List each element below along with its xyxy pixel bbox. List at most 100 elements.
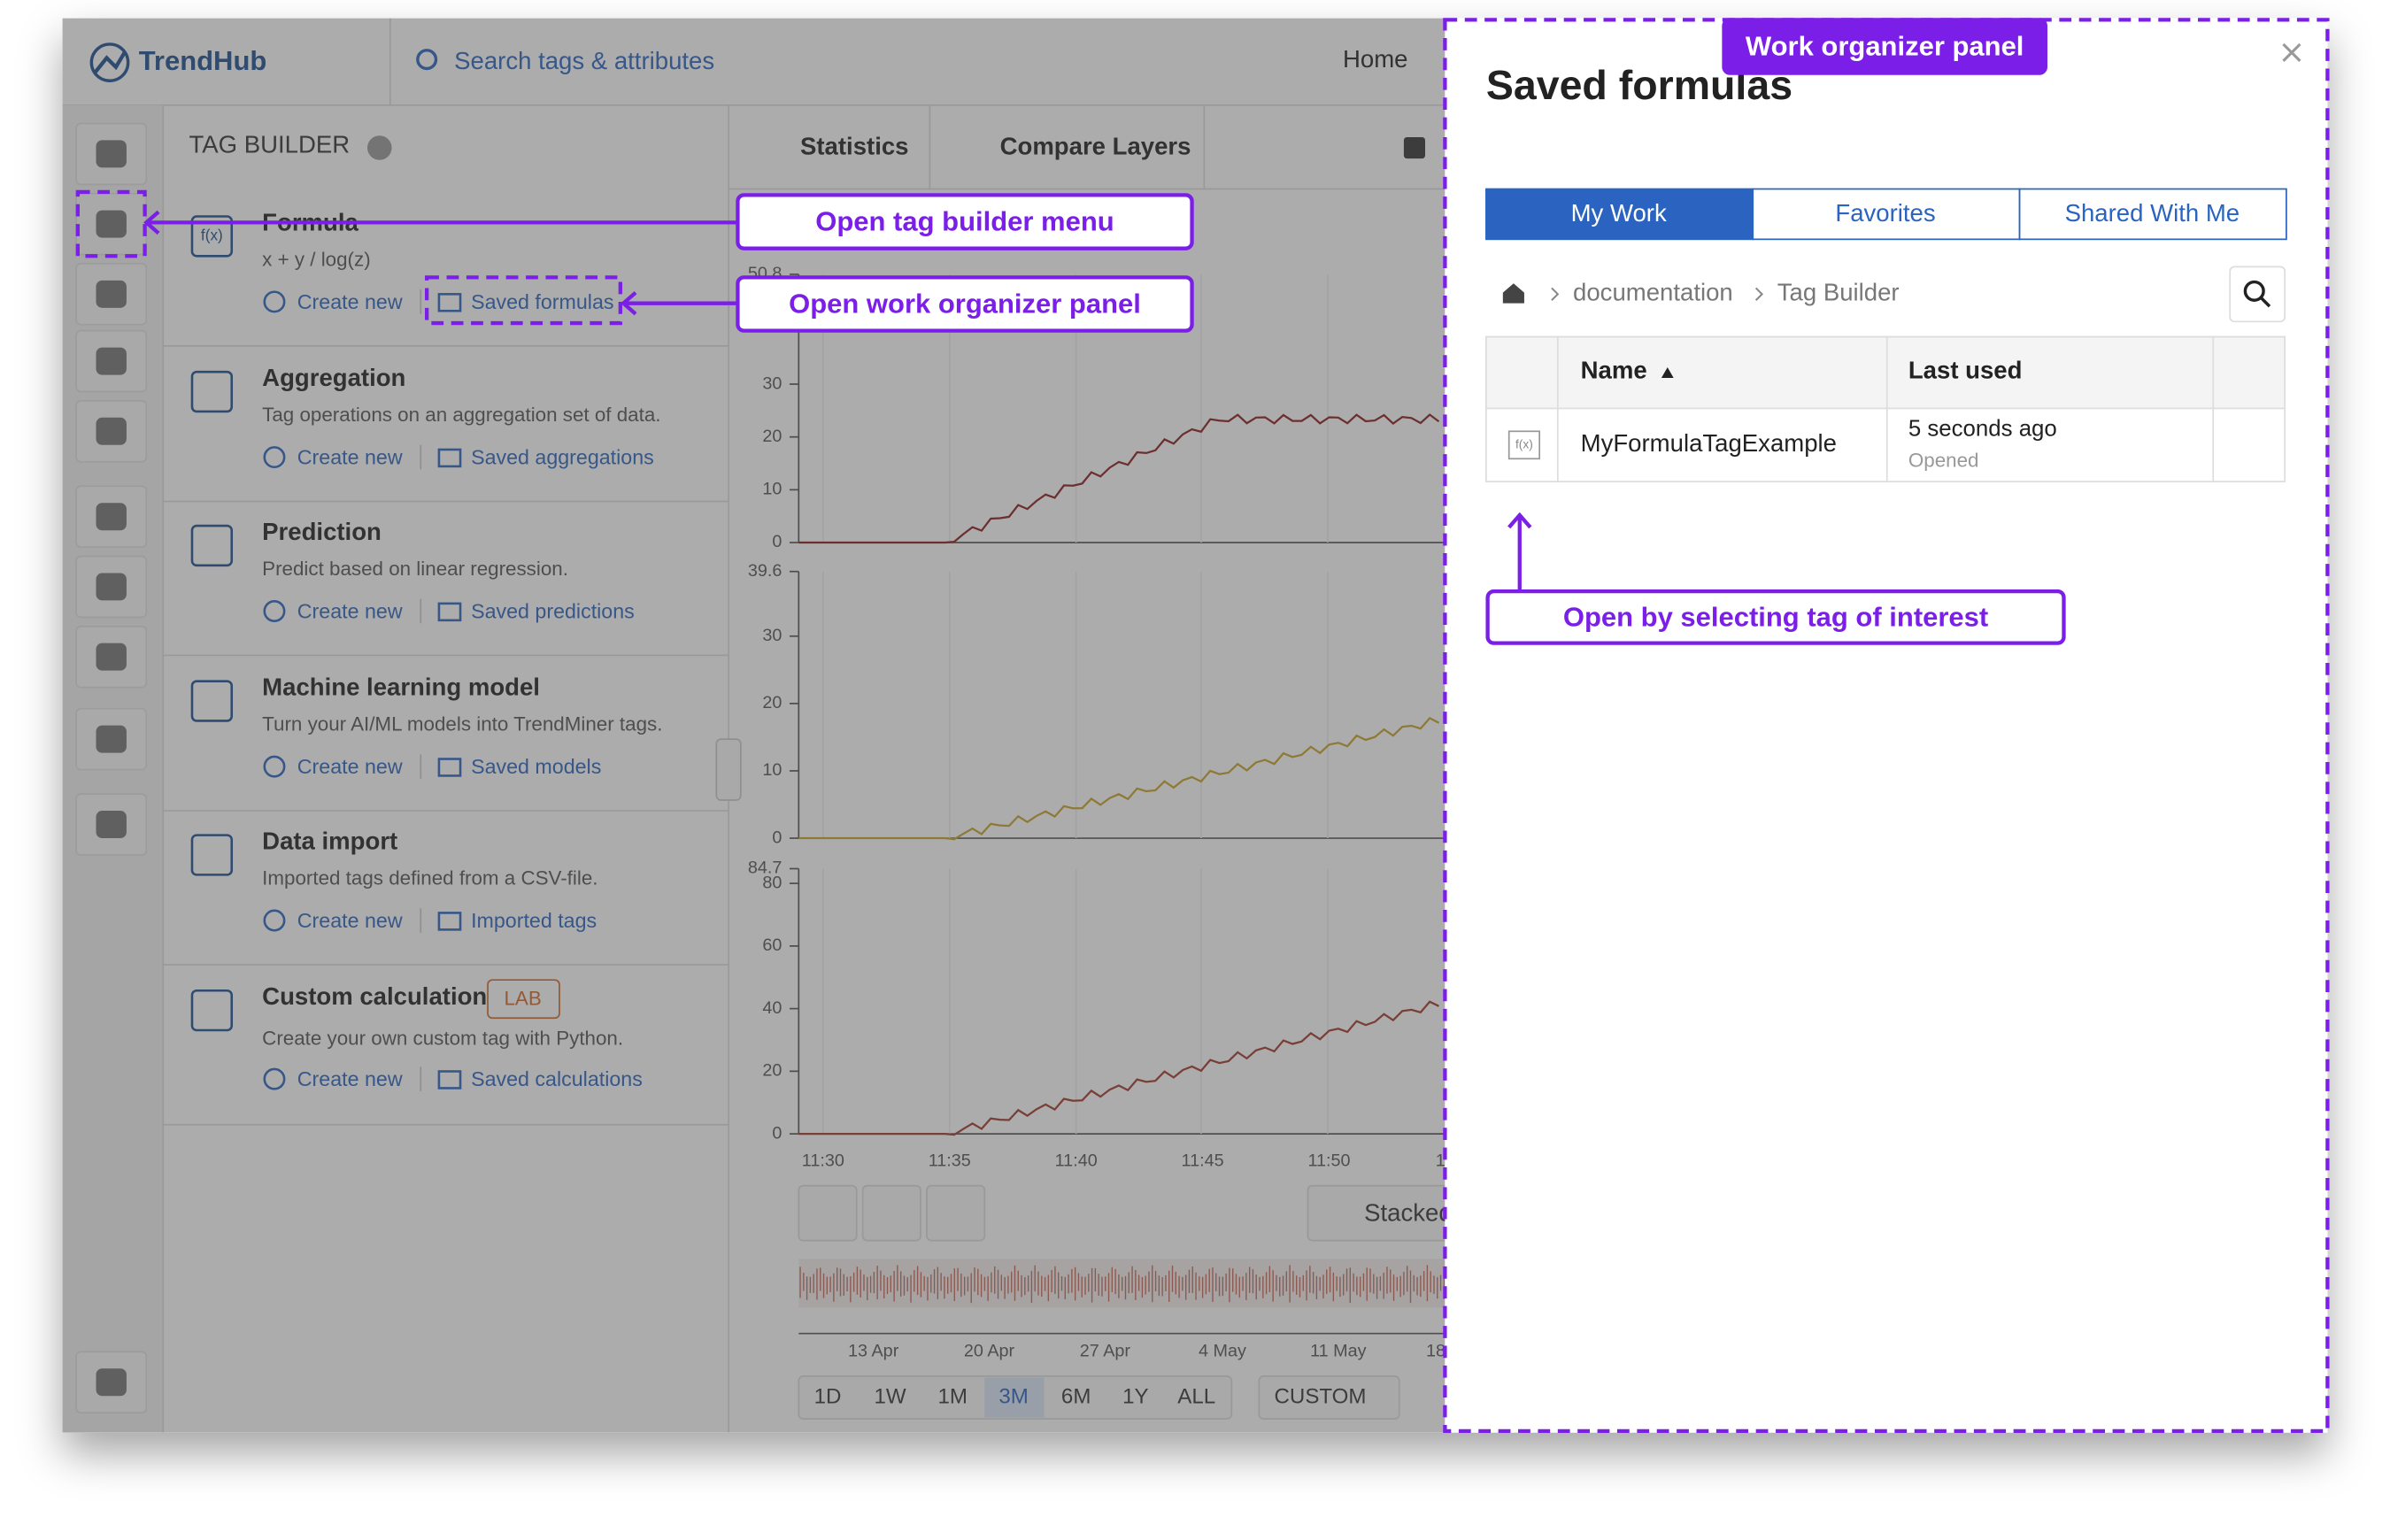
callout-label: Open tag builder menu <box>815 205 1114 236</box>
search-handle <box>2259 296 2271 308</box>
sidebar-icon <box>96 210 127 238</box>
folder-icon <box>437 448 462 468</box>
create-link[interactable]: Create new <box>297 755 403 778</box>
callout-label: Work organizer panel <box>1746 30 2024 61</box>
toolbar-tab[interactable]: Statistics <box>800 132 908 159</box>
logo-icon <box>93 50 127 74</box>
create-link[interactable]: Create new <box>297 909 403 932</box>
organizer-panel <box>1445 19 2328 1431</box>
top-bar <box>62 18 1446 105</box>
range-button[interactable]: 1Y <box>1122 1384 1148 1408</box>
sidebar-icon <box>96 725 127 753</box>
range-button[interactable]: 3M <box>998 1384 1028 1408</box>
breadcrumb[interactable]: documentation <box>1573 279 1733 306</box>
tab[interactable] <box>1752 188 2021 241</box>
y-tick-label: 20 <box>762 1061 782 1081</box>
clock[interactable] <box>926 1184 986 1242</box>
date-label: 4 May <box>1199 1342 1246 1361</box>
y-tick-label: 39.6 <box>748 561 783 581</box>
row-last-used: 5 seconds ago <box>1908 416 2057 441</box>
tab[interactable] <box>2018 188 2287 241</box>
y-tick-label: 0 <box>772 532 782 551</box>
folder-icon <box>437 1070 462 1090</box>
logo: TrendHub <box>139 45 267 76</box>
x-tick-label: 11:40 <box>1055 1151 1098 1170</box>
tab-label[interactable]: Shared With Me <box>2065 199 2240 227</box>
badge: LAB <box>504 987 541 1009</box>
sidebar-icon <box>96 347 127 375</box>
range-button[interactable]: 1D <box>814 1384 842 1408</box>
callout-label: Open by selecting tag of interest <box>1563 601 1988 632</box>
plus-icon <box>263 909 286 932</box>
range-active <box>984 1377 1045 1418</box>
saved-link[interactable]: Saved models <box>471 755 601 778</box>
range-button[interactable]: 6M <box>1061 1384 1091 1408</box>
tab-label[interactable]: My Work <box>1571 199 1667 227</box>
callout <box>736 193 1194 250</box>
search-icon <box>2243 280 2265 302</box>
table-header <box>1485 335 2286 410</box>
folder-icon <box>437 293 462 312</box>
create-link[interactable]: Create new <box>297 290 403 313</box>
range-button[interactable]: 1M <box>937 1384 967 1408</box>
folder-icon <box>437 758 462 777</box>
trace <box>798 413 1440 544</box>
custom-button[interactable] <box>1258 1375 1400 1420</box>
callout <box>1722 18 2047 75</box>
item-icon <box>190 524 234 567</box>
x-tick-label: 11:35 <box>929 1151 971 1170</box>
save-icon <box>1403 136 1426 159</box>
nav-prev[interactable] <box>798 1184 858 1242</box>
item-icon <box>190 989 234 1032</box>
saved-link[interactable]: Saved calculations <box>471 1067 643 1090</box>
search-icon <box>416 49 438 71</box>
folder-icon <box>437 602 462 622</box>
layout-button-label: Stacked <box>1364 1199 1453 1227</box>
y-tick-label: 30 <box>762 373 782 393</box>
range-button[interactable]: 1W <box>875 1384 906 1408</box>
search-input[interactable]: Search tags & attributes <box>454 47 714 74</box>
item-icon <box>190 834 234 876</box>
tab[interactable] <box>1485 188 1754 241</box>
plus-icon <box>263 446 286 469</box>
chevron <box>1551 287 1764 301</box>
calendar[interactable] <box>861 1184 921 1242</box>
saved-link[interactable]: Saved aggregations <box>471 445 654 468</box>
dim-overlay <box>62 18 1446 1433</box>
home-icon <box>1502 283 1524 304</box>
item-title: Custom calculation <box>262 982 487 1010</box>
saved-link[interactable]: Saved formulas <box>471 290 613 313</box>
sidebar-icon <box>96 417 127 445</box>
formula-icon: f(x) <box>1515 437 1533 450</box>
toolbar-tab[interactable]: Compare Layers <box>1000 132 1191 159</box>
column-header: Last used <box>1908 356 2023 383</box>
column-header[interactable]: Name <box>1581 356 1647 383</box>
x-tick-label: 11:50 <box>1307 1151 1350 1170</box>
item-icon <box>190 215 234 258</box>
saved-link[interactable]: Saved predictions <box>471 599 635 622</box>
breadcrumb[interactable]: Tag Builder <box>1777 279 1900 306</box>
x-tick-label: 11:30 <box>802 1151 844 1170</box>
tab-label[interactable]: Favorites <box>1835 199 1935 227</box>
sidebar-icon <box>96 503 127 531</box>
search-button[interactable] <box>2229 266 2286 323</box>
nav-home[interactable]: Home <box>1343 45 1407 73</box>
create-link[interactable]: Create new <box>297 445 403 468</box>
y-tick-label: 84.7 <box>748 859 783 878</box>
grip <box>715 738 742 801</box>
create-link[interactable]: Create new <box>297 599 403 622</box>
y-tick-label: 10 <box>762 480 782 499</box>
x-tick-label: 11:45 <box>1182 1151 1224 1170</box>
item-title: Aggregation <box>262 364 405 391</box>
y-tick-label: 0 <box>772 828 782 847</box>
saved-link[interactable]: Imported tags <box>471 909 597 932</box>
range-button[interactable]: ALL <box>1177 1384 1215 1408</box>
y-tick-label: 20 <box>762 693 782 712</box>
y-tick-label: 20 <box>762 427 782 446</box>
item-description: Create your own custom tag with Python. <box>262 1027 623 1049</box>
row-name[interactable]: MyFormulaTagExample <box>1581 429 1837 457</box>
item-description: x + y / log(z) <box>262 248 370 270</box>
create-link[interactable]: Create new <box>297 1067 403 1090</box>
date-label: 13 Apr <box>848 1342 899 1361</box>
